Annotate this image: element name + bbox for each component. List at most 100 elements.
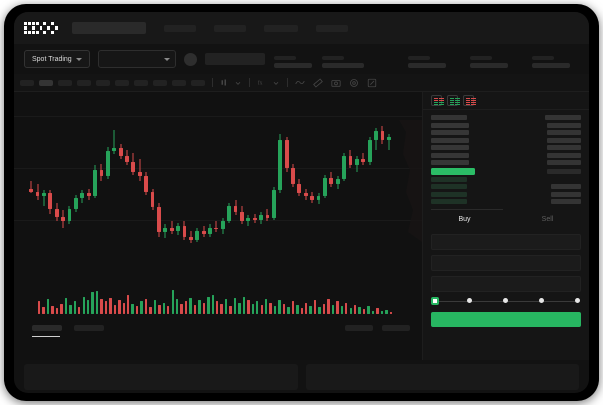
- orderbook-mode-asks-icon[interactable]: [463, 95, 476, 106]
- app-screen: Spot Trading: [14, 12, 589, 393]
- volume-bar: [224, 299, 228, 314]
- chart-tab-depth[interactable]: [74, 325, 104, 331]
- okx-logo-icon[interactable]: [24, 22, 59, 34]
- timeframe-button-4[interactable]: [77, 79, 91, 86]
- orderbook-row[interactable]: [431, 152, 581, 160]
- orderbook-amount: [547, 122, 581, 128]
- slider-handle[interactable]: [431, 296, 439, 305]
- candle: [342, 92, 347, 272]
- orderbook-mode-bids-icon[interactable]: [447, 95, 460, 106]
- nav-item-4[interactable]: [316, 24, 348, 32]
- orderbook-price: [431, 160, 469, 166]
- orderbook-price: [431, 130, 469, 136]
- orderbook-row[interactable]: [431, 183, 581, 191]
- volume-bar: [64, 298, 68, 314]
- orderbook-divider: [431, 208, 503, 210]
- orderbook-row[interactable]: [431, 129, 581, 137]
- line-tool-icon[interactable]: [295, 78, 305, 87]
- orderbook[interactable]: [423, 110, 589, 206]
- candle: [99, 92, 104, 272]
- timeframe-button-7[interactable]: [134, 79, 148, 86]
- slider-stop-75[interactable]: [539, 298, 544, 303]
- volume-bar: [109, 298, 112, 314]
- orderbook-amount: [547, 160, 581, 166]
- order-total-field[interactable]: [431, 275, 581, 292]
- orderbook-row[interactable]: [431, 176, 581, 184]
- indicators-icon[interactable]: fx: [257, 78, 267, 87]
- orderbook-row[interactable]: [431, 137, 581, 145]
- chart-tab-right-1[interactable]: [345, 325, 373, 331]
- candle: [310, 92, 315, 272]
- candle-type-chevron-icon[interactable]: [234, 79, 242, 87]
- nav-item-3[interactable]: [264, 24, 298, 32]
- nav-item-1[interactable]: [164, 24, 196, 32]
- bottom-panel-orders[interactable]: [24, 364, 298, 390]
- stat-value: [470, 63, 508, 68]
- timeframe-button-6[interactable]: [115, 79, 129, 86]
- order-amount-slider[interactable]: [431, 296, 581, 307]
- volume-bar: [86, 300, 90, 314]
- indicators-chevron-icon[interactable]: [272, 79, 280, 87]
- order-amount-field[interactable]: [431, 254, 581, 271]
- ruler-icon[interactable]: [313, 77, 323, 88]
- volume-bar: [380, 311, 384, 314]
- device-frame: Spot Trading: [4, 4, 599, 401]
- candle: [118, 92, 123, 272]
- timeframe-button-10[interactable]: [191, 79, 205, 86]
- stat-change-24h: [322, 56, 408, 68]
- chart-tab-right-2[interactable]: [382, 325, 410, 331]
- volume-bar: [158, 304, 161, 314]
- buy-submit-button[interactable]: [431, 311, 581, 327]
- volume-bar: [46, 299, 50, 314]
- timeframe-button-9[interactable]: [172, 79, 186, 86]
- orderbook-row[interactable]: [431, 159, 581, 167]
- timeframe-button-2[interactable]: [39, 79, 53, 86]
- orderbook-row[interactable]: [431, 191, 581, 199]
- orderbook-asks[interactable]: [431, 122, 581, 167]
- candle: [42, 92, 46, 272]
- candle: [265, 92, 270, 272]
- orderbook-mode-both-icon[interactable]: [431, 95, 444, 106]
- chart-tab-chart[interactable]: [32, 325, 62, 331]
- tab-sell[interactable]: Sell: [541, 216, 554, 223]
- slider-stop-50[interactable]: [503, 298, 508, 303]
- candle: [195, 92, 200, 272]
- nav-item-2[interactable]: [214, 24, 246, 32]
- tab-buy[interactable]: Buy: [458, 216, 471, 223]
- volume-bar: [251, 303, 255, 314]
- volume-bar: [127, 294, 130, 314]
- candle: [367, 92, 372, 272]
- slider-stop-100[interactable]: [575, 298, 580, 303]
- orderbook-header: [431, 114, 581, 122]
- coin-avatar-icon: [183, 52, 197, 66]
- volume-bar: [367, 306, 370, 314]
- timeframe-button-3[interactable]: [58, 79, 72, 86]
- pair-select-dropdown[interactable]: [97, 50, 176, 68]
- last-price-highlight: [431, 167, 475, 175]
- timeframe-button-1[interactable]: [20, 79, 34, 86]
- volume-bar: [305, 302, 308, 314]
- timeframe-button-5[interactable]: [96, 79, 110, 86]
- volume-bar: [287, 307, 290, 314]
- orderbook-row[interactable]: [431, 122, 581, 130]
- volume-bar: [376, 308, 379, 314]
- fullscreen-icon[interactable]: [367, 78, 377, 88]
- orderbook-row[interactable]: [431, 144, 581, 152]
- header-search-input[interactable]: [72, 22, 146, 34]
- candle: [297, 92, 302, 272]
- orderbook-row[interactable]: [431, 198, 581, 206]
- orderbook-bids[interactable]: [431, 176, 581, 206]
- spot-trading-dropdown[interactable]: Spot Trading: [24, 50, 90, 68]
- bottom-panel-positions[interactable]: [305, 364, 579, 390]
- slider-stop-25[interactable]: [467, 298, 472, 303]
- timeframe-button-8[interactable]: [153, 79, 167, 86]
- candle-type-icon[interactable]: [220, 78, 229, 87]
- snapshot-camera-icon[interactable]: [331, 78, 341, 88]
- pair-bar: Spot Trading: [14, 44, 589, 74]
- order-price-field[interactable]: [431, 233, 581, 250]
- settings-gear-icon[interactable]: [349, 78, 359, 88]
- volume-bar: [256, 301, 259, 314]
- volume-bar: [78, 306, 81, 314]
- volume-bar: [118, 300, 121, 314]
- volume-bar: [336, 301, 339, 314]
